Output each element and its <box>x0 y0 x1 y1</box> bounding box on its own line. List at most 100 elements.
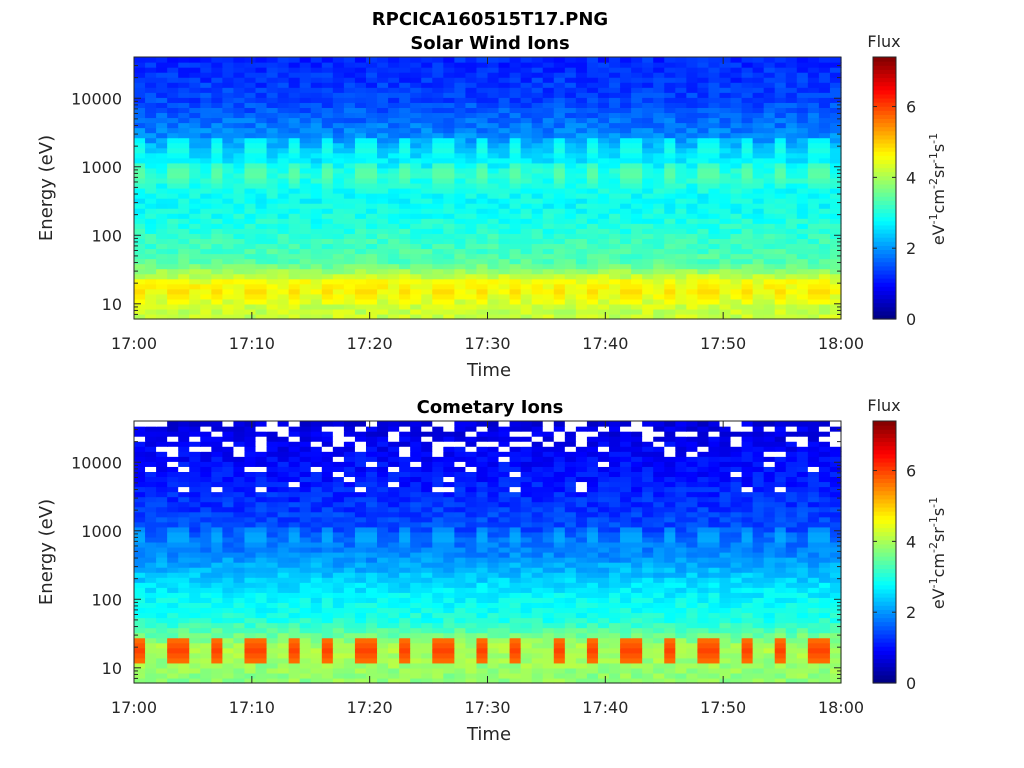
heatmap-cell <box>421 218 433 224</box>
heatmap-cell <box>465 182 478 189</box>
heatmap-cell <box>730 248 743 255</box>
heatmap-cell <box>299 587 312 593</box>
heatmap-cell <box>233 162 246 169</box>
heatmap-cell <box>686 298 698 305</box>
heatmap-cell <box>244 132 257 139</box>
heatmap-cell <box>454 193 467 199</box>
heatmap-cell <box>200 132 212 139</box>
heatmap-cell <box>476 303 489 310</box>
heatmap-cell <box>653 587 665 593</box>
heatmap-cell <box>167 567 179 573</box>
heatmap-cell <box>575 107 588 114</box>
heatmap-cell <box>686 617 698 624</box>
heatmap-cell <box>686 92 698 98</box>
heatmap-cell <box>763 147 776 154</box>
heatmap-cell <box>410 218 422 224</box>
heatmap-cell <box>178 572 190 578</box>
heatmap-cell <box>354 107 367 114</box>
heatmap-cell <box>487 157 500 164</box>
heatmap-cell <box>399 263 411 270</box>
heatmap-cell <box>553 672 566 679</box>
heatmap-cell <box>642 288 654 295</box>
heatmap-cell <box>719 67 732 73</box>
heatmap-cell <box>752 157 765 164</box>
heatmap-cell <box>785 122 798 129</box>
heatmap-cell <box>354 177 367 184</box>
heatmap-cell <box>189 567 201 573</box>
heatmap-cell <box>575 82 588 88</box>
heatmap-cell <box>332 607 345 614</box>
heatmap-cell <box>774 107 787 114</box>
heatmap-cell <box>377 102 389 108</box>
heatmap-cell <box>167 77 179 83</box>
heatmap-cell <box>785 572 798 578</box>
heatmap-cell <box>454 592 467 598</box>
heatmap-cell <box>189 172 201 179</box>
heatmap-cell <box>719 592 732 598</box>
heatmap-cell <box>343 572 356 578</box>
heatmap-cell <box>730 582 743 588</box>
heatmap-cell <box>343 283 356 290</box>
heatmap-cell <box>575 597 588 603</box>
heatmap-cell <box>620 672 632 679</box>
heatmap-cell <box>686 657 698 664</box>
heatmap-cell <box>487 62 500 68</box>
heatmap-cell <box>354 662 367 669</box>
heatmap-cell <box>134 57 146 63</box>
heatmap-cell <box>487 152 500 159</box>
heatmap-cell <box>365 233 378 239</box>
heatmap-cell <box>266 147 279 154</box>
heatmap-cell <box>675 587 687 593</box>
heatmap-cell <box>321 268 334 275</box>
heatmap-cell <box>288 82 301 88</box>
heatmap-cell <box>299 572 312 578</box>
heatmap-cell <box>365 223 378 229</box>
heatmap-cell <box>730 672 743 679</box>
heatmap-cell <box>575 233 588 239</box>
heatmap-cell <box>211 562 223 568</box>
heatmap-cell <box>730 283 743 290</box>
heatmap-cell <box>178 188 190 194</box>
heatmap-cell <box>741 577 754 583</box>
heatmap-cell <box>553 77 566 83</box>
heatmap-cell <box>421 652 433 659</box>
heatmap-cell <box>244 193 257 199</box>
heatmap-cell <box>211 632 223 639</box>
heatmap-cell <box>675 172 687 179</box>
heatmap-cell <box>807 677 820 684</box>
heatmap-cell <box>343 172 356 179</box>
heatmap-cell <box>609 172 621 179</box>
heatmap-cell <box>189 647 201 654</box>
heatmap-cell <box>288 607 301 614</box>
heatmap-cell <box>365 122 378 129</box>
heatmap-cell <box>310 87 323 93</box>
heatmap-cell <box>653 672 665 679</box>
heatmap-cell <box>410 213 422 219</box>
heatmap-cell <box>763 208 776 214</box>
heatmap-cell <box>597 162 610 169</box>
heatmap-cell <box>719 182 732 189</box>
heatmap-cell <box>167 298 179 305</box>
heatmap-cell <box>465 273 478 280</box>
heatmap-cell <box>785 607 798 614</box>
heatmap-cell <box>785 107 798 114</box>
heatmap-cell <box>487 193 500 199</box>
heatmap-cell <box>156 152 168 159</box>
heatmap-cell <box>498 657 511 664</box>
heatmap-cell <box>255 597 268 603</box>
heatmap-cell <box>277 642 290 649</box>
heatmap-cell <box>354 157 367 164</box>
heatmap-cell <box>354 167 367 174</box>
heatmap-cell <box>332 313 345 320</box>
heatmap-cell <box>553 677 566 684</box>
heatmap-cell <box>697 607 710 614</box>
heatmap-cell <box>620 587 632 593</box>
heatmap-cell <box>365 278 378 285</box>
heatmap-cell <box>664 572 676 578</box>
heatmap-cell <box>343 607 356 614</box>
heatmap-cell <box>564 238 577 245</box>
heatmap-cell <box>156 293 168 300</box>
heatmap-cell <box>520 597 533 603</box>
heatmap-cell <box>443 243 455 250</box>
heatmap-cell <box>410 632 422 639</box>
